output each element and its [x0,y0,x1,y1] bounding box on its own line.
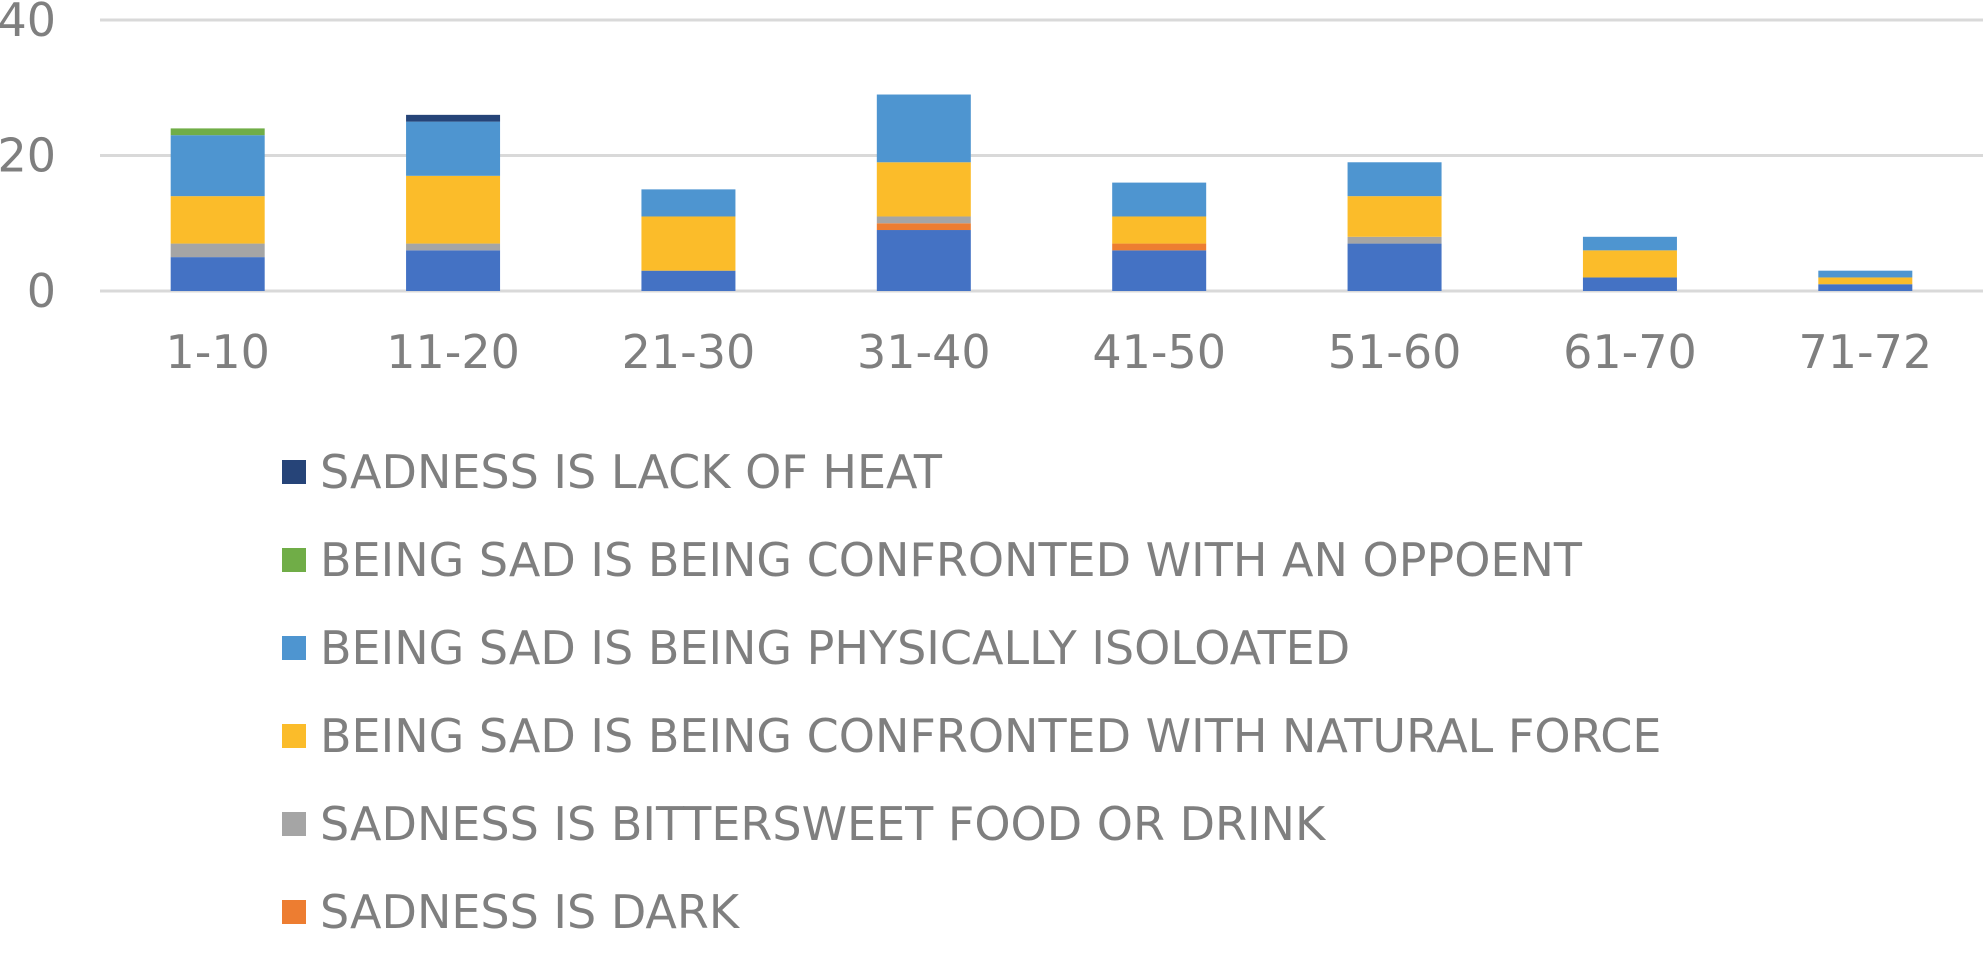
bar-segment [876,94,971,163]
legend-label: SADNESS IS LACK OF HEAT [320,445,943,499]
bar-segment [1112,250,1207,291]
bar-segment [170,257,265,291]
bar-segment [1818,284,1913,291]
x-tick-label: 71-72 [1798,325,1932,379]
bar-segment [876,162,971,217]
legend-swatch [282,460,306,484]
bar-segment [170,128,265,136]
legend-item: SADNESS IS LACK OF HEAT [282,428,1661,516]
bar-segment [406,114,501,122]
bar-segment [641,189,736,217]
legend-item: BEING SAD IS BEING CONFRONTED WITH NATUR… [282,692,1661,780]
legend-label: BEING SAD IS BEING CONFRONTED WITH NATUR… [320,709,1662,763]
legend-item: SADNESS IS DARK [282,868,1661,956]
bar-segment [1347,162,1442,197]
y-tick-label: 20 [0,129,56,183]
y-tick-label: 0 [27,264,56,318]
legend-item: BEING SAD IS BEING PHYSICALLY ISOLOATED [282,604,1661,692]
legend-label: SADNESS IS BITTERSWEET FOOD OR DRINK [320,797,1326,851]
bar-segment [641,270,736,291]
bar-segment [1818,277,1913,285]
bar-segment [876,216,971,224]
bar-segment [406,175,501,244]
bar-segment [170,196,265,244]
bar-segment [876,223,971,231]
x-tick-label: 41-50 [1092,325,1226,379]
legend-item: BEING SAD IS BEING CONFRONTED WITH AN OP… [282,516,1661,604]
bar-segment [170,243,265,258]
bar-segment [406,121,501,176]
bar-segment [406,243,501,251]
legend-swatch [282,900,306,924]
chart-legend: SADNESS IS LACK OF HEAT BEING SAD IS BEI… [282,428,1661,956]
bar-segment [1582,250,1677,278]
bar-segment [1112,216,1207,244]
legend-item: SADNESS IS BITTERSWEET FOOD OR DRINK [282,780,1661,868]
legend-label: SADNESS IS DARK [320,885,740,939]
x-tick-label: 21-30 [622,325,756,379]
bar-segment [1818,270,1913,278]
x-tick-label: 1-10 [165,325,269,379]
bar-segment [1112,182,1207,217]
bar-segment [170,135,265,197]
bar-segment [1582,236,1677,251]
legend-swatch [282,636,306,660]
x-tick-label: 61-70 [1563,325,1697,379]
y-tick-label: 40 [0,0,56,47]
bar-segment [1347,243,1442,291]
bar-segment [1347,196,1442,237]
bar-segment [1112,243,1207,251]
stacked-bar-chart: 0 20 40 1-10 11-20 21-30 31-40 41-50 51-60 61-70 7… [0,0,1983,379]
x-tick-label: 51-60 [1328,325,1462,379]
legend-label: BEING SAD IS BEING PHYSICALLY ISOLOATED [320,621,1351,675]
bar-segment [406,250,501,291]
bar-segment [1582,277,1677,291]
legend-swatch [282,812,306,836]
x-tick-label: 31-40 [857,325,991,379]
x-tick-label: 11-20 [386,325,520,379]
bar-segment [876,230,971,291]
legend-label: BEING SAD IS BEING CONFRONTED WITH AN OP… [320,533,1582,587]
bar-segment [641,216,736,271]
legend-swatch [282,724,306,748]
legend-swatch [282,548,306,572]
bar-segment [1347,236,1442,244]
